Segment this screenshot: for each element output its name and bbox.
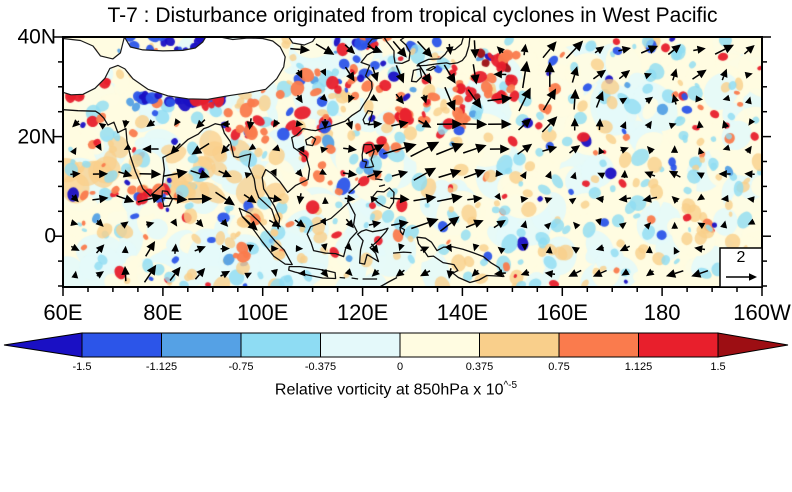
x-tick-label: 120E — [336, 300, 389, 325]
colorbar-tick-label: -1.125 — [145, 361, 178, 373]
colorbar-tick-label: 1.125 — [624, 361, 653, 373]
colorbar-tick-label: -0.75 — [228, 361, 254, 373]
reference-vector-label: 2 — [736, 249, 746, 266]
x-tick-label: 140E — [436, 300, 489, 325]
x-tick-label: 160W — [733, 300, 791, 325]
map-frame — [62, 36, 763, 288]
y-tick-label: 0 — [44, 224, 56, 248]
colorbar-caption-text: Relative vorticity at 850hPa x 10 — [274, 381, 504, 399]
colorbar-tick-label: 0 — [396, 361, 404, 373]
colorbar-tick-label: 0.75 — [548, 361, 570, 373]
x-tick-label: 80E — [143, 300, 183, 325]
reference-vector-box — [719, 247, 763, 288]
colorbar-tick-label: -1.5 — [72, 361, 92, 373]
x-tick-label: 60E — [43, 300, 83, 325]
colorbar-tick-label: 0.375 — [465, 361, 494, 373]
y-tick-label: 40N — [17, 25, 56, 49]
terrain-mask — [62, 36, 317, 100]
y-tick-label: 20N — [17, 125, 56, 149]
wind-vectors — [70, 40, 756, 283]
x-tick-label: 100E — [237, 300, 289, 325]
colorbar-caption: Relative vorticity at 850hPa x 10^-5 — [0, 380, 792, 399]
colorbar — [3, 332, 789, 358]
plot-title: T-7 : Disturbance originated from tropic… — [107, 4, 718, 27]
reference-vector-arrow — [749, 273, 757, 281]
x-tick-label: 160E — [536, 300, 588, 325]
colorbar-caption-exponent: ^-5 — [503, 380, 518, 391]
x-tick-label: 180 — [643, 300, 681, 325]
colorbar-tick-label: 1.5 — [710, 361, 726, 373]
colorbar-tick-label: -0.375 — [304, 361, 337, 373]
